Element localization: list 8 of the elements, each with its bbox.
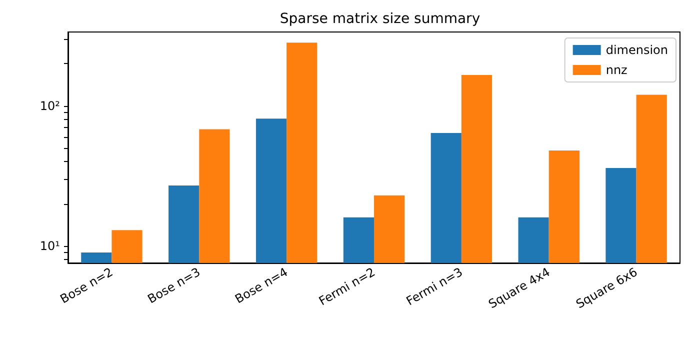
legend-label: dimension xyxy=(606,43,668,57)
x-tick-label: Bose n=3 xyxy=(145,264,203,306)
chart-title: Sparse matrix size summary xyxy=(280,11,480,27)
x-tick-label: Bose n=2 xyxy=(58,264,116,306)
x-tick-label: Bose n=4 xyxy=(232,264,290,306)
y-tick-label: 10² xyxy=(40,98,60,113)
y-tick-label: 10¹ xyxy=(40,239,60,254)
legend-label: nnz xyxy=(606,63,628,77)
